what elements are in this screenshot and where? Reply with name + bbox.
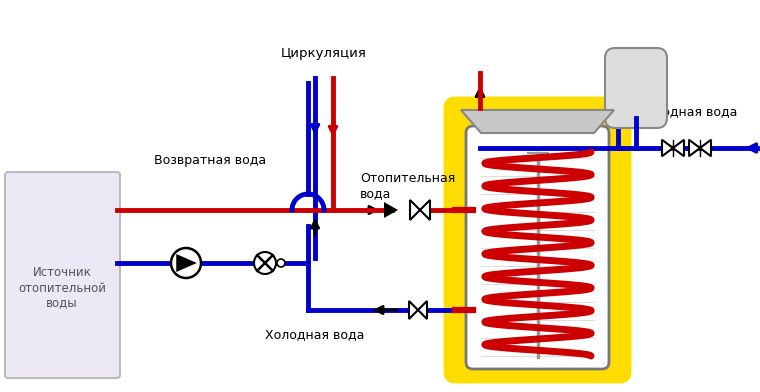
FancyBboxPatch shape	[5, 172, 120, 378]
Polygon shape	[420, 200, 430, 220]
Polygon shape	[384, 202, 398, 218]
Circle shape	[171, 248, 201, 278]
Circle shape	[277, 259, 285, 267]
Polygon shape	[673, 140, 684, 156]
Polygon shape	[689, 140, 700, 156]
Text: Холодная вода: Холодная вода	[638, 105, 738, 118]
Text: Циркуляция: Циркуляция	[281, 47, 367, 60]
Text: Холодная вода: Холодная вода	[265, 328, 365, 341]
FancyBboxPatch shape	[605, 48, 667, 128]
FancyBboxPatch shape	[466, 126, 609, 369]
Polygon shape	[410, 200, 420, 220]
Circle shape	[254, 252, 276, 274]
Polygon shape	[418, 301, 427, 319]
Text: Источник
отопительной
воды: Источник отопительной воды	[18, 267, 106, 310]
Polygon shape	[461, 110, 614, 133]
Text: Возвратная вода: Возвратная вода	[154, 154, 266, 167]
Polygon shape	[409, 301, 418, 319]
Polygon shape	[662, 140, 673, 156]
FancyBboxPatch shape	[446, 99, 629, 381]
Polygon shape	[176, 254, 197, 272]
Polygon shape	[700, 140, 711, 156]
Text: Отопительная
вода: Отопительная вода	[360, 172, 455, 200]
